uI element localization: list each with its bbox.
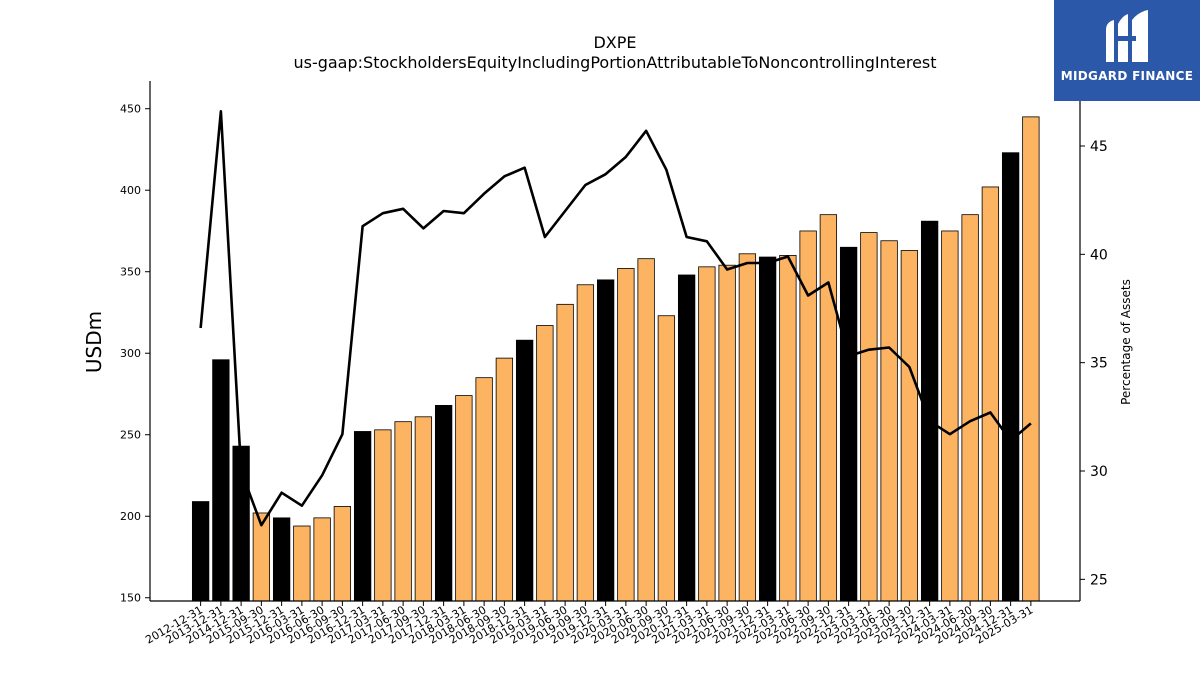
chart-title: DXPE [593, 33, 636, 52]
bar [515, 339, 534, 602]
y-axis-label: USDm [82, 311, 106, 373]
y-tick-label: 250 [120, 429, 141, 442]
bar [677, 274, 696, 602]
bar [394, 421, 412, 602]
y2-tick-label: 35 [1090, 356, 1108, 372]
bar [819, 214, 838, 602]
bar [637, 258, 655, 602]
logo-text: MIDGARD FINANCE [1060, 69, 1194, 83]
y-tick-label: 150 [120, 592, 141, 605]
y2-axis-label: Percentage of Assets [1119, 279, 1133, 405]
bar [738, 253, 757, 602]
bar [981, 186, 1000, 602]
y2-tick-label: 25 [1090, 572, 1108, 588]
y2-tick-label: 30 [1090, 464, 1108, 480]
bar [698, 266, 716, 602]
chart-subtitle: us-gaap:StockholdersEquityIncludingPorti… [293, 53, 936, 72]
bar [353, 431, 372, 602]
y-tick-label: 300 [120, 347, 141, 360]
bar [839, 246, 858, 602]
bar [414, 416, 433, 602]
bar [961, 214, 979, 602]
bar [941, 230, 959, 602]
bar [758, 256, 777, 602]
y-tick-label: 450 [120, 103, 141, 116]
bar [617, 268, 635, 602]
y2-tick-label: 40 [1090, 247, 1108, 263]
bar [536, 325, 554, 602]
bar [333, 506, 352, 602]
y-tick-label: 400 [120, 184, 141, 197]
bar [657, 315, 676, 602]
y-tick-label: 350 [120, 266, 141, 279]
midgard-logo-icon [1106, 10, 1148, 62]
bar [860, 232, 878, 602]
y2-tick-label: 45 [1090, 139, 1108, 155]
logo: MIDGARD FINANCE [1054, 0, 1200, 101]
bar [576, 284, 595, 602]
bar [900, 250, 919, 602]
bar [495, 357, 514, 602]
bar [434, 404, 453, 602]
bar [293, 525, 311, 602]
series-line [199, 110, 1032, 527]
bar [313, 517, 331, 602]
bar [556, 303, 574, 602]
bar [1001, 152, 1020, 602]
bar [374, 429, 392, 602]
bar [272, 517, 291, 602]
bar [212, 359, 230, 602]
bar [779, 255, 797, 602]
bar [718, 264, 736, 602]
bar [475, 377, 493, 602]
bar [596, 279, 615, 602]
y-tick-label: 200 [120, 510, 141, 523]
bar [920, 220, 939, 602]
bar [191, 501, 210, 602]
bar [880, 240, 898, 602]
bar [455, 395, 473, 602]
bar [1022, 116, 1040, 602]
